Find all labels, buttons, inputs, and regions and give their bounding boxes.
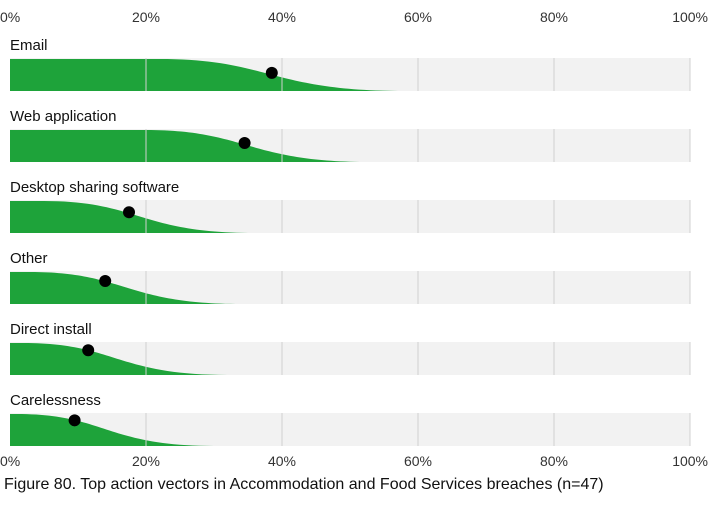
chart-title: Figure 80. Top action vectors in Accommo…	[4, 476, 604, 493]
row-web-application: Web application	[10, 108, 691, 162]
x-tick-label-top: 60%	[404, 9, 432, 25]
row-carelessness: Carelessness	[10, 392, 691, 446]
row-other: Other	[10, 250, 691, 304]
point-estimate-marker	[238, 136, 251, 149]
row-desktop-sharing-software: Desktop sharing software	[10, 179, 691, 233]
point-estimate-marker	[265, 66, 278, 79]
chart: 0% 0% 20% 20% 40% 40% 60% 60% 80% 80% 100% 100% Emai…	[0, 9, 708, 469]
distribution-area	[10, 59, 405, 91]
x-tick-label-top: 80%	[540, 9, 568, 25]
x-tick-label-top: 0%	[0, 9, 20, 25]
distribution-area	[10, 272, 242, 304]
point-estimate-marker	[68, 414, 81, 427]
x-tick-label-top: 100%	[672, 9, 708, 25]
x-tick-label-top: 40%	[268, 9, 296, 25]
category-label: Email	[10, 37, 48, 54]
category-label: Direct install	[10, 321, 92, 338]
x-tick-label-bottom: 40%	[268, 453, 296, 469]
x-tick-label-bottom: 20%	[132, 453, 160, 469]
point-estimate-marker	[123, 206, 135, 219]
x-tick-label-top: 20%	[132, 9, 160, 25]
x-tick-label-bottom: 80%	[540, 453, 568, 469]
x-tick-label-bottom: 0%	[0, 453, 20, 469]
distribution-area	[10, 130, 371, 162]
category-label: Web application	[10, 108, 116, 125]
distribution-area	[10, 414, 214, 446]
row-direct-install: Direct install	[10, 321, 691, 375]
category-label: Other	[10, 250, 48, 267]
x-tick-label-bottom: 60%	[404, 453, 432, 469]
distribution-area	[10, 343, 228, 375]
point-estimate-marker	[82, 344, 95, 357]
row-email: Email	[10, 37, 691, 91]
x-tick-label-bottom: 100%	[672, 453, 708, 469]
category-label: Carelessness	[10, 392, 101, 409]
category-label: Desktop sharing software	[10, 179, 179, 196]
point-estimate-marker	[99, 274, 112, 287]
